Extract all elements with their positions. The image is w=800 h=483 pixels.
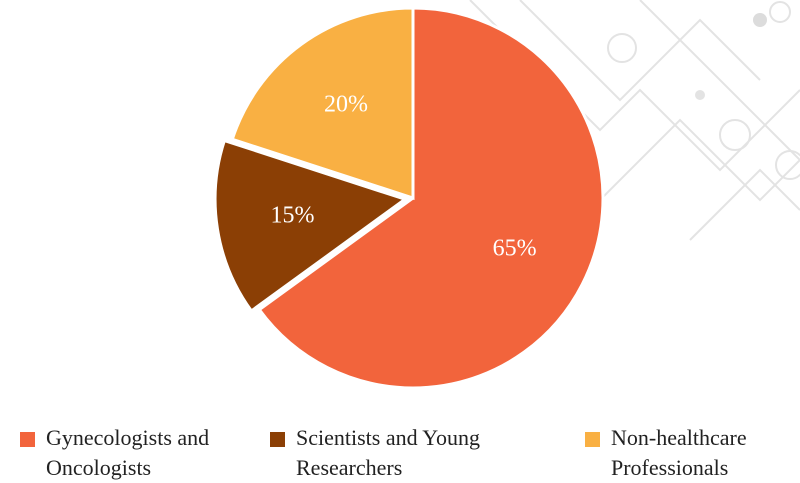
legend-swatch <box>585 432 600 447</box>
data-label: 65% <box>493 235 537 261</box>
legend-label: Non-healthcare Professionals <box>611 425 747 480</box>
data-label: 20% <box>324 91 368 117</box>
legend-label: Scientists and Young Researchers <box>296 425 480 480</box>
background-decoration <box>469 0 800 241</box>
legend-swatch <box>270 432 285 447</box>
pie-slice <box>213 138 409 314</box>
legend-item: Gynecologists and Oncologists <box>20 423 276 483</box>
legend-item: Non-healthcare Professionals <box>585 423 800 483</box>
pie: 65% 15% 20% <box>213 6 605 390</box>
legend-item: Scientists and Young Researchers <box>270 423 556 483</box>
data-label: 15% <box>271 203 315 229</box>
legend-label: Gynecologists and Oncologists <box>46 425 210 480</box>
pie-slice <box>230 6 415 201</box>
pie-slice <box>257 6 605 390</box>
legend: Gynecologists and Oncologists Scientists … <box>0 423 800 483</box>
legend-swatch <box>20 432 35 447</box>
